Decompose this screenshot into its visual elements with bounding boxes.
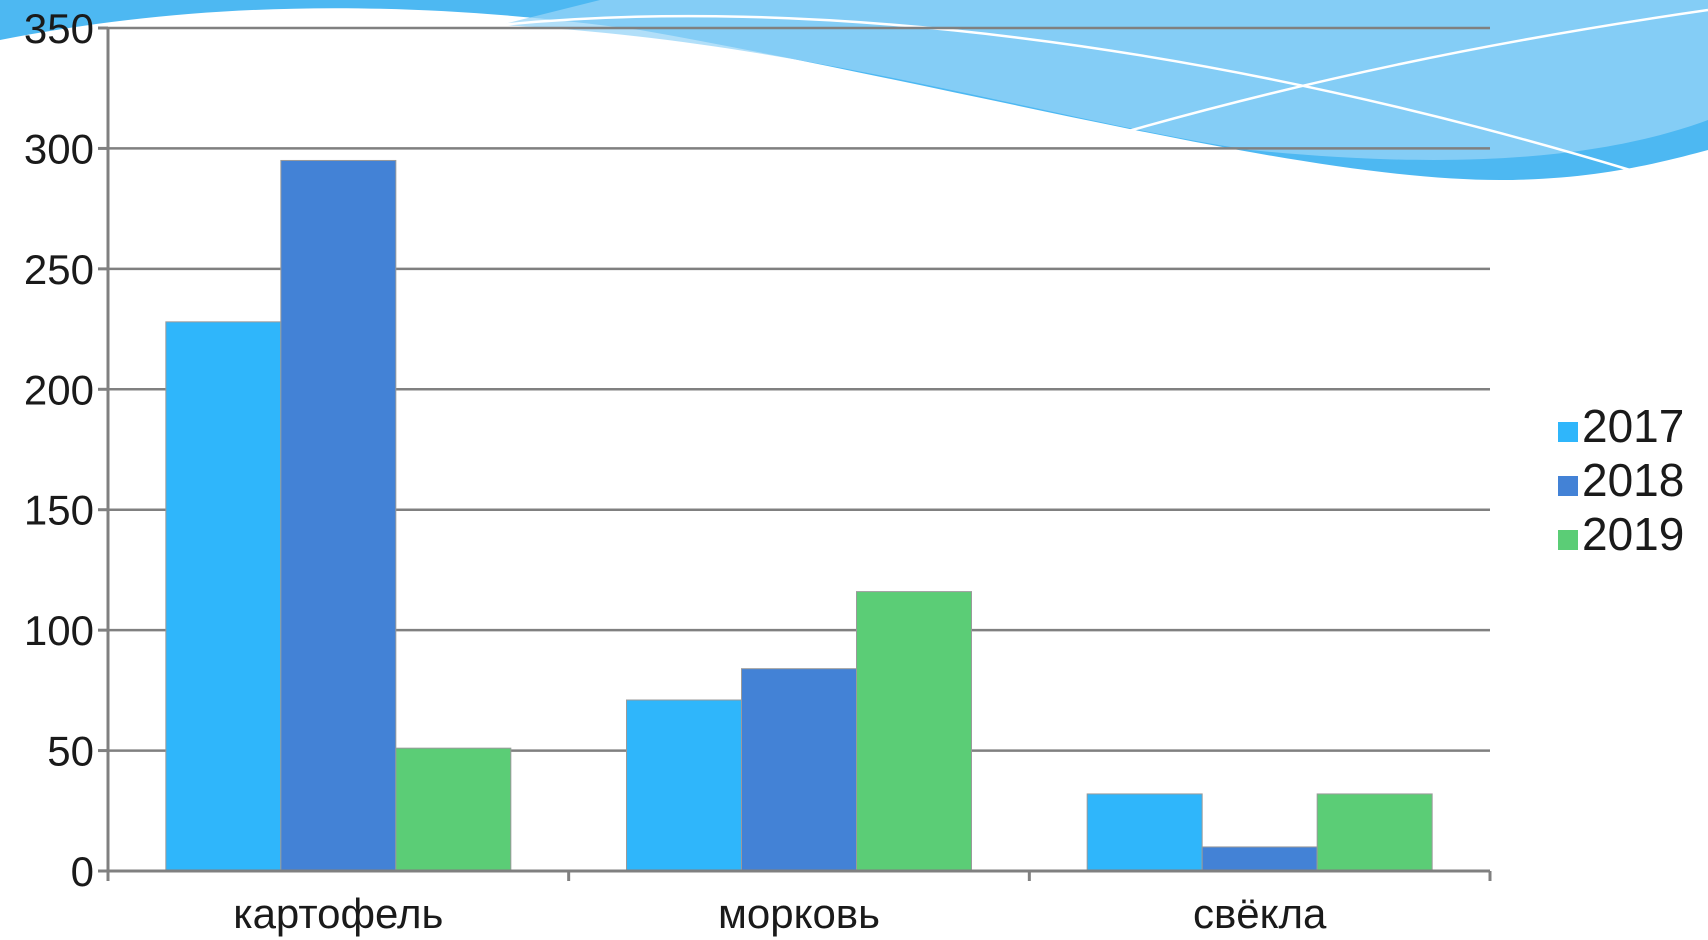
bar-2017-0 xyxy=(165,321,282,872)
bar-2018-2 xyxy=(1201,846,1318,872)
x-category-label: морковь xyxy=(718,890,880,937)
x-category-label: картофель xyxy=(233,890,443,937)
bar-2019-2 xyxy=(1316,793,1433,872)
y-axis-tick-labels: 0 50 100 150 200 250 300 350 xyxy=(24,5,94,895)
bar-2017-1 xyxy=(626,699,742,872)
legend-swatch-2019 xyxy=(1558,530,1578,550)
header-wave-decoration xyxy=(0,0,1708,180)
legend-label: 2017 xyxy=(1582,400,1684,452)
legend-swatch-2018 xyxy=(1558,476,1578,496)
bar-2017-2 xyxy=(1086,793,1203,872)
x-axis-category-labels: картофель морковь свёкла xyxy=(233,890,1327,937)
y-tick-label: 350 xyxy=(24,5,94,52)
y-tick-label: 100 xyxy=(24,607,94,654)
axes xyxy=(98,26,1492,881)
bar-2018-1 xyxy=(741,668,857,872)
y-tick-label: 200 xyxy=(24,366,94,413)
bar-2018-0 xyxy=(280,159,397,872)
y-tick-label: 300 xyxy=(24,125,94,172)
bar-2019-0 xyxy=(395,747,512,872)
legend-label: 2019 xyxy=(1582,508,1684,560)
y-tick-label: 250 xyxy=(24,246,94,293)
bar-2019-1 xyxy=(856,591,972,872)
y-tick-label: 150 xyxy=(24,487,94,534)
wave-line-2 xyxy=(1079,8,1708,147)
legend-label: 2018 xyxy=(1582,454,1684,506)
x-category-label: свёкла xyxy=(1193,890,1327,937)
wave-line-1 xyxy=(499,14,1631,172)
wave-shape-light xyxy=(500,0,1708,160)
bars xyxy=(165,159,1433,872)
y-tick-label: 50 xyxy=(47,728,94,775)
legend-swatch-2017 xyxy=(1558,422,1578,442)
y-tick-label: 0 xyxy=(71,848,94,895)
